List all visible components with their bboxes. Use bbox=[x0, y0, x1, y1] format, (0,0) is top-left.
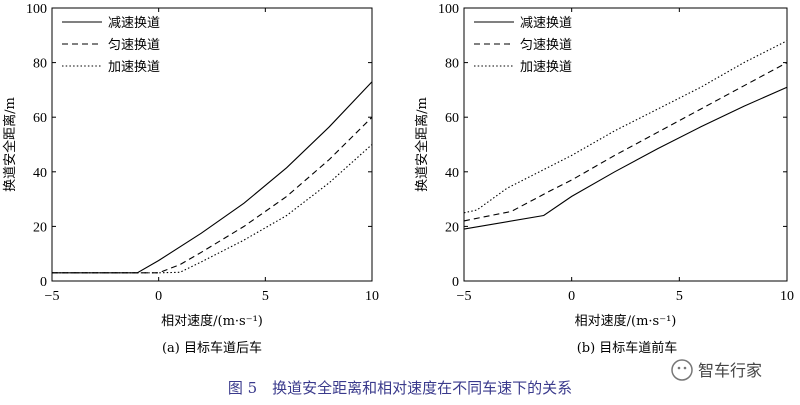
y-tick-label: 20 bbox=[33, 220, 47, 235]
legend-label-2: 匀速换道 bbox=[108, 38, 160, 53]
x-axis-label: 相对速度/(m·s⁻¹) bbox=[575, 313, 677, 329]
y-tick-label: 40 bbox=[445, 166, 459, 181]
series-line-1 bbox=[52, 81, 373, 274]
x-tick-label: 10 bbox=[365, 289, 379, 304]
watermark: 智车行家 bbox=[671, 359, 762, 381]
plot-frame bbox=[463, 7, 788, 282]
x-tick-label: 5 bbox=[262, 289, 269, 304]
series-line-3 bbox=[52, 144, 373, 274]
x-axis-label: 相对速度/(m·s⁻¹) bbox=[161, 313, 263, 329]
y-tick-label: 40 bbox=[33, 166, 47, 181]
legend-label-2: 匀速换道 bbox=[520, 38, 572, 53]
y-tick-label: 100 bbox=[26, 2, 47, 17]
legend-label-1: 减速换道 bbox=[108, 16, 160, 31]
y-axis-label: 换道安全距离/m bbox=[414, 97, 430, 192]
wechat-icon-eye-right bbox=[683, 366, 687, 370]
legend-label-3: 加速换道 bbox=[108, 60, 160, 75]
x-tick-label: 0 bbox=[155, 289, 162, 304]
y-tick-label: 100 bbox=[438, 2, 459, 17]
y-axis-label: 换道安全距离/m bbox=[2, 97, 18, 192]
x-tick-label: 0 bbox=[568, 289, 575, 304]
y-tick-label: 0 bbox=[452, 275, 459, 290]
x-tick-label: −5 bbox=[457, 289, 472, 304]
panel-subcaption: (b) 目标车道前车 bbox=[577, 340, 678, 356]
wechat-icon-eye-left bbox=[677, 366, 681, 370]
y-tick-label: 80 bbox=[445, 57, 459, 72]
chart-panel-a: −5 0 5 10020406080100相对速度/(m·s⁻¹)换道安全距离/m减速… bbox=[2, 2, 379, 356]
y-tick-label: 60 bbox=[445, 111, 459, 126]
series-line-2 bbox=[52, 116, 373, 274]
legend-label-3: 加速换道 bbox=[520, 60, 572, 75]
x-tick-label: 10 bbox=[780, 289, 794, 304]
figure-caption: 图 5 换道安全距离和相对速度在不同车速下的关系 bbox=[228, 379, 572, 397]
y-tick-label: 0 bbox=[40, 275, 47, 290]
chart-panel-b: −5 0 5 10020406080100相对速度/(m·s⁻¹)换道安全距离/m减速… bbox=[414, 2, 794, 356]
x-tick-label: −5 bbox=[45, 289, 60, 304]
wechat-icon bbox=[671, 359, 693, 381]
series-line-2 bbox=[463, 62, 788, 222]
plot-frame bbox=[51, 7, 373, 282]
panel-subcaption: (a) 目标车道后车 bbox=[162, 340, 262, 356]
x-tick-label: 5 bbox=[676, 289, 683, 304]
y-tick-label: 80 bbox=[33, 57, 47, 72]
y-tick-label: 60 bbox=[33, 111, 47, 126]
legend-label-1: 减速换道 bbox=[520, 16, 572, 31]
series-line-1 bbox=[463, 86, 788, 230]
watermark-text: 智车行家 bbox=[698, 361, 762, 380]
series-line-3 bbox=[463, 40, 788, 214]
y-tick-label: 20 bbox=[445, 220, 459, 235]
